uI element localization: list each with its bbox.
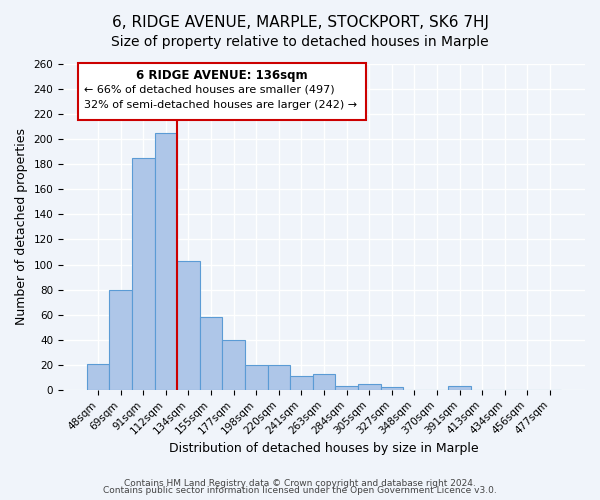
Bar <box>268 365 290 390</box>
Text: Size of property relative to detached houses in Marple: Size of property relative to detached ho… <box>111 35 489 49</box>
X-axis label: Distribution of detached houses by size in Marple: Distribution of detached houses by size … <box>169 442 479 455</box>
Bar <box>200 317 223 390</box>
Bar <box>177 261 200 390</box>
Bar <box>290 376 313 390</box>
Text: Contains HM Land Registry data © Crown copyright and database right 2024.: Contains HM Land Registry data © Crown c… <box>124 478 476 488</box>
Bar <box>313 374 335 390</box>
Bar <box>87 364 109 390</box>
Bar <box>380 388 403 390</box>
Bar <box>109 290 132 390</box>
Bar <box>245 365 268 390</box>
Bar <box>223 340 245 390</box>
Bar <box>155 133 177 390</box>
Y-axis label: Number of detached properties: Number of detached properties <box>15 128 28 326</box>
Text: 32% of semi-detached houses are larger (242) →: 32% of semi-detached houses are larger (… <box>84 100 357 110</box>
Bar <box>132 158 155 390</box>
Text: ← 66% of detached houses are smaller (497): ← 66% of detached houses are smaller (49… <box>84 85 335 95</box>
Bar <box>335 386 358 390</box>
Bar <box>358 384 380 390</box>
Bar <box>448 386 471 390</box>
Text: 6, RIDGE AVENUE, MARPLE, STOCKPORT, SK6 7HJ: 6, RIDGE AVENUE, MARPLE, STOCKPORT, SK6 … <box>112 15 488 30</box>
Text: 6 RIDGE AVENUE: 136sqm: 6 RIDGE AVENUE: 136sqm <box>136 68 308 82</box>
Text: Contains public sector information licensed under the Open Government Licence v3: Contains public sector information licen… <box>103 486 497 495</box>
